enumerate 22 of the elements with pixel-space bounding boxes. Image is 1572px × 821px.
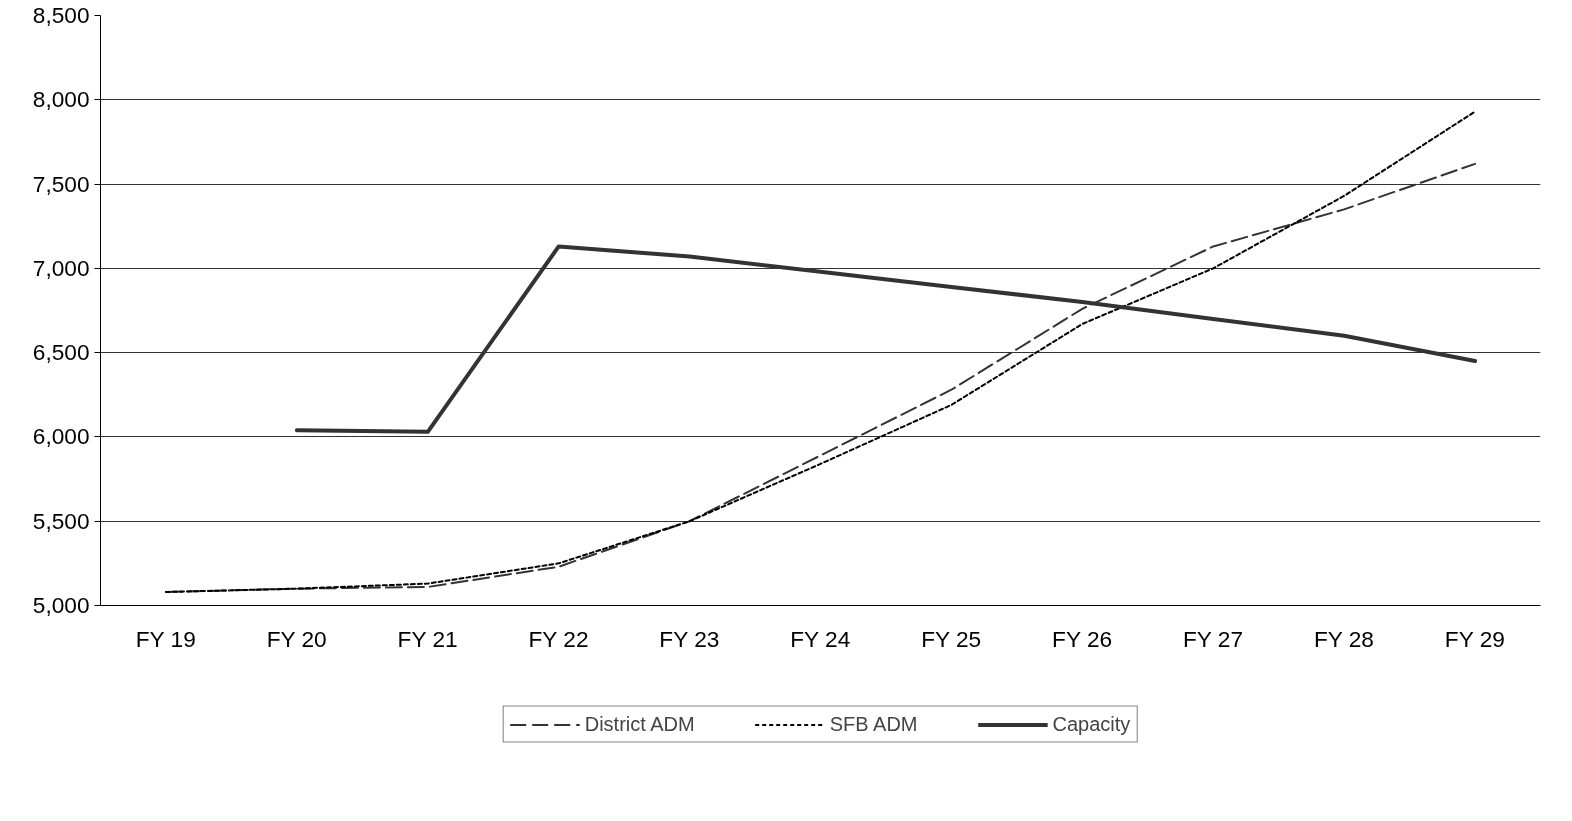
- x-tick-label: FY 24: [790, 625, 851, 652]
- x-tick-label: FY 20: [266, 625, 327, 652]
- y-tick-label: 6,000: [32, 423, 90, 450]
- x-tick-label: FY 23: [659, 625, 720, 652]
- legend-label: SFB ADM: [829, 712, 918, 736]
- x-tick-label: FY 25: [921, 625, 982, 652]
- y-tick-label: 5,500: [32, 507, 90, 534]
- y-tick-label: 6,500: [32, 339, 90, 366]
- y-tick-label: 7,000: [32, 254, 90, 281]
- y-tick-label: 7,500: [32, 170, 90, 197]
- x-tick-label: FY 26: [1052, 625, 1113, 652]
- x-tick-label: FY 29: [1444, 625, 1505, 652]
- x-tick-label: FY 28: [1313, 625, 1374, 652]
- y-tick-label: 8,500: [32, 2, 90, 28]
- legend-label: District ADM: [584, 712, 695, 736]
- x-tick-label: FY 21: [397, 625, 458, 652]
- y-tick-label: 5,000: [32, 592, 90, 618]
- legend-label: Capacity: [1052, 712, 1131, 736]
- x-tick-label: FY 27: [1183, 625, 1244, 652]
- x-tick-label: FY 22: [528, 625, 589, 652]
- y-tick-label: 8,000: [32, 86, 90, 113]
- x-tick-label: FY 19: [135, 625, 196, 652]
